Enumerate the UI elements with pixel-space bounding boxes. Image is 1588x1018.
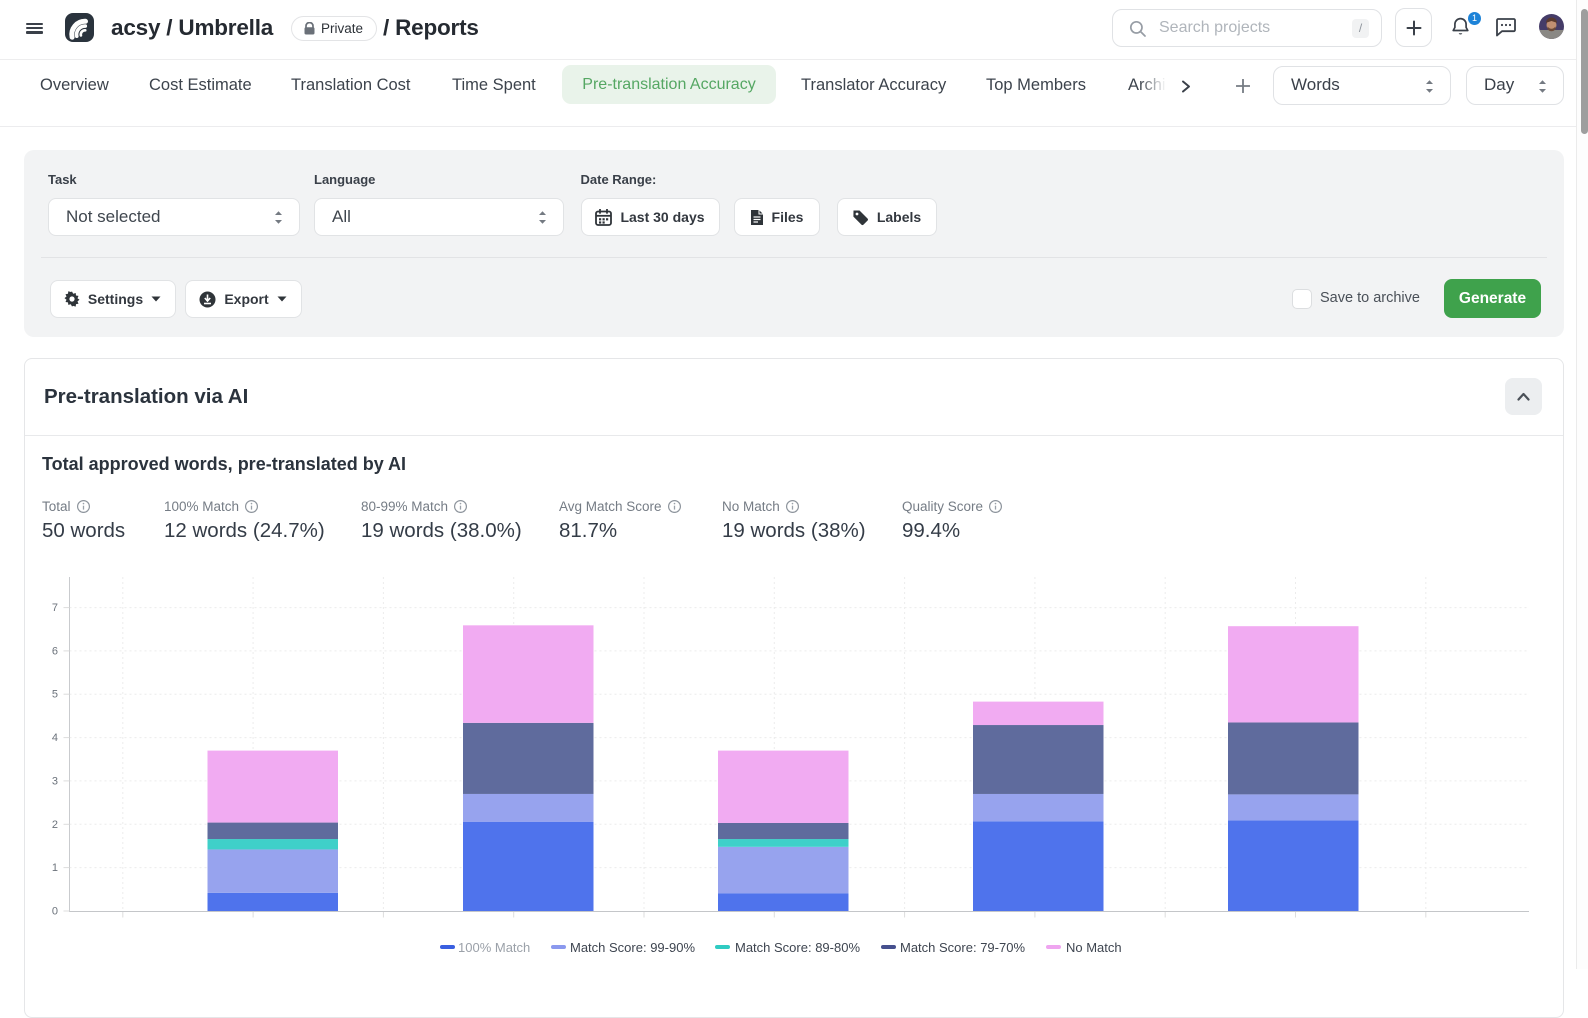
svg-text:7: 7	[52, 602, 58, 614]
svg-text:4: 4	[52, 732, 58, 744]
svg-text:2: 2	[52, 819, 58, 831]
svg-text:0: 0	[52, 906, 58, 918]
svg-text:5: 5	[52, 689, 58, 701]
svg-text:1: 1	[52, 862, 58, 874]
svg-text:3: 3	[52, 775, 58, 787]
svg-text:6: 6	[52, 645, 58, 657]
